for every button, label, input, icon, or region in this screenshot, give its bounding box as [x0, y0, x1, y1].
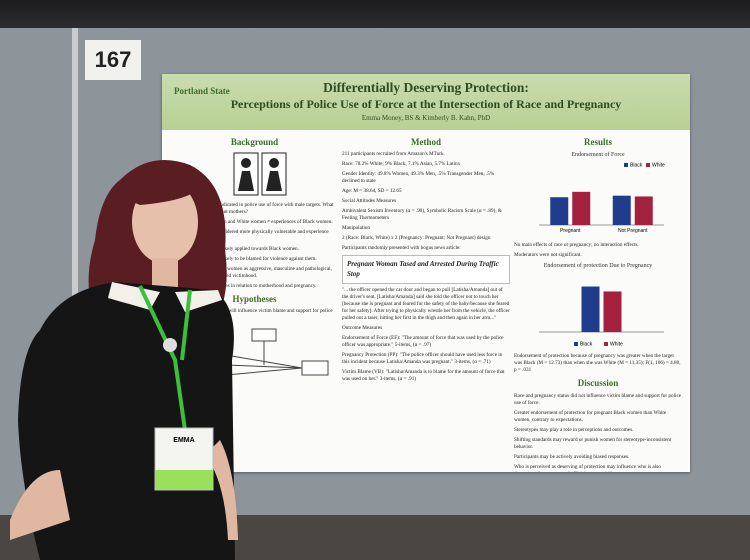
text-list: Endorsement of protection because of pre…: [514, 353, 682, 374]
article-headline: Pregnant Woman Tased and Arrested During…: [347, 260, 499, 278]
icon: [233, 152, 287, 196]
hair: [128, 177, 200, 205]
text-item: Participants may be actively avoiding bi…: [514, 453, 630, 460]
diagram-arrow: [225, 341, 303, 376]
bar: [581, 286, 600, 333]
ceiling: [0, 0, 750, 30]
text-list: No main effects of race or pregnancy; no…: [514, 242, 682, 259]
section-heading: Background: [230, 137, 279, 147]
text-item: Gender Identity: 49.8% Women, 49.3% Men,…: [342, 171, 495, 185]
text-item: No main effects of race or pregnancy; no…: [514, 242, 639, 249]
text-item: Black women are more likely to be blamed…: [172, 256, 317, 263]
text-item: Endorsement of protection because of pre…: [514, 353, 681, 374]
section-heading: Results: [583, 137, 612, 147]
bar: [634, 196, 653, 226]
lanyard: [138, 285, 192, 431]
badge-stripe: [155, 470, 213, 490]
bar: [612, 195, 631, 226]
neck: [152, 258, 178, 288]
text-item: Implicit racism is more likely applied t…: [172, 246, 299, 253]
poster-title: Differentially Deserving Protection:: [323, 80, 529, 95]
authors: Emma Money, BS & Kimberly B. Kahn, PhD: [361, 114, 491, 122]
button-pin: [163, 338, 177, 352]
text-item: Gendered racial stereotypes in relation …: [172, 283, 317, 290]
text-item: 211 participants recruited from Amazon's…: [342, 151, 445, 158]
text-item: Manipulation: [342, 225, 370, 232]
text-item: 2 (Race: Black, White) x 2 (Pregnancy: P…: [342, 235, 491, 242]
text-item: Victim Blame (VB): "Latisha/Amanda is to…: [342, 369, 505, 383]
legend-swatch: [604, 342, 608, 347]
text-item: Who is perceived as deserving of protect…: [514, 463, 661, 472]
text-list: "... the officer opened the car door and…: [342, 287, 510, 383]
poster-subtitle: Perceptions of Police Use of Force at th…: [230, 97, 622, 111]
x-tick-label: Pregnant: [560, 228, 581, 234]
text-item: Race: 78.2% White; 9% Black, 7.1% Asian,…: [342, 161, 461, 168]
bar-chart: Pregnant Not Pregnant Black White: [539, 163, 665, 234]
icon-figure: [238, 171, 254, 192]
collar: [108, 282, 222, 312]
text-item: Race and pregnancy status did not influe…: [514, 392, 682, 406]
icon-figure: [241, 158, 251, 169]
text-item: Endorsement of Force (EF): "The amount o…: [342, 335, 504, 349]
legend-swatch: [624, 163, 628, 168]
chart-title: Endorsement of protection Due to Pregnan…: [543, 263, 653, 270]
text-item: Ambivalent Sexism Inventory (α = .90), S…: [342, 208, 502, 222]
poster: Portland State Differentially Deserving …: [162, 74, 690, 472]
text-item: Experiences of Black men and White women…: [172, 219, 333, 226]
board-frame: [72, 28, 78, 518]
results-column: Results Endorsement of Force Pregnant Not…: [514, 134, 682, 472]
legend-swatch: [646, 163, 650, 168]
text-item: Age: M = 38.64, SD = 12.65: [342, 188, 402, 195]
hand: [10, 470, 70, 540]
background-column: Background Anti-Black racial bias indica…: [172, 134, 337, 399]
legend-label: Black: [580, 342, 593, 348]
text-item: Shifting standards may reward or punish …: [514, 436, 672, 450]
text-item: Social Attitudes Measures: [342, 198, 397, 205]
method-column: Method 211 participants recruited from A…: [342, 134, 510, 386]
text-item: Outcome Measures: [342, 325, 383, 332]
logo: Portland State: [174, 86, 230, 96]
section-heading: Hypotheses: [232, 294, 277, 305]
text-item: Participants randomly presented with bog…: [342, 245, 461, 252]
legend-label: White: [610, 342, 623, 348]
legend-label: Black: [630, 163, 643, 169]
bar: [550, 197, 569, 226]
text-item: Moderators were not significant.: [514, 252, 582, 259]
x-tick-label: Not Pregnant: [618, 228, 648, 234]
legend-swatch: [574, 342, 578, 347]
text-list: Race and pregnancy status did not influe…: [514, 393, 682, 472]
legend-label: White: [652, 163, 665, 169]
chart-title: Endorsement of Force: [571, 152, 625, 159]
icon-figure: [269, 158, 279, 169]
text-item: Pregnancy Protection (PP): "The police o…: [342, 352, 503, 366]
bar-chart: Black White: [539, 286, 664, 348]
poster-header: Portland State Differentially Deserving …: [162, 74, 690, 130]
text-list: 211 participants recruited from Amazon's…: [342, 151, 510, 252]
icon-figure: [266, 171, 282, 192]
booth-number: 167: [85, 40, 141, 80]
text-item: Stereotypes may play a role in perceptio…: [514, 426, 634, 433]
news-article: Pregnant Woman Tased and Arrested During…: [342, 255, 510, 285]
text-item: "... the officer opened the car door and…: [342, 287, 510, 322]
section-heading: Method: [411, 137, 441, 147]
text-item: Greater endorsement of protection for pr…: [514, 409, 667, 423]
bar: [603, 291, 622, 333]
badge-name: EMMA: [173, 437, 194, 444]
bar: [572, 192, 591, 226]
section-heading: Discussion: [577, 378, 619, 389]
